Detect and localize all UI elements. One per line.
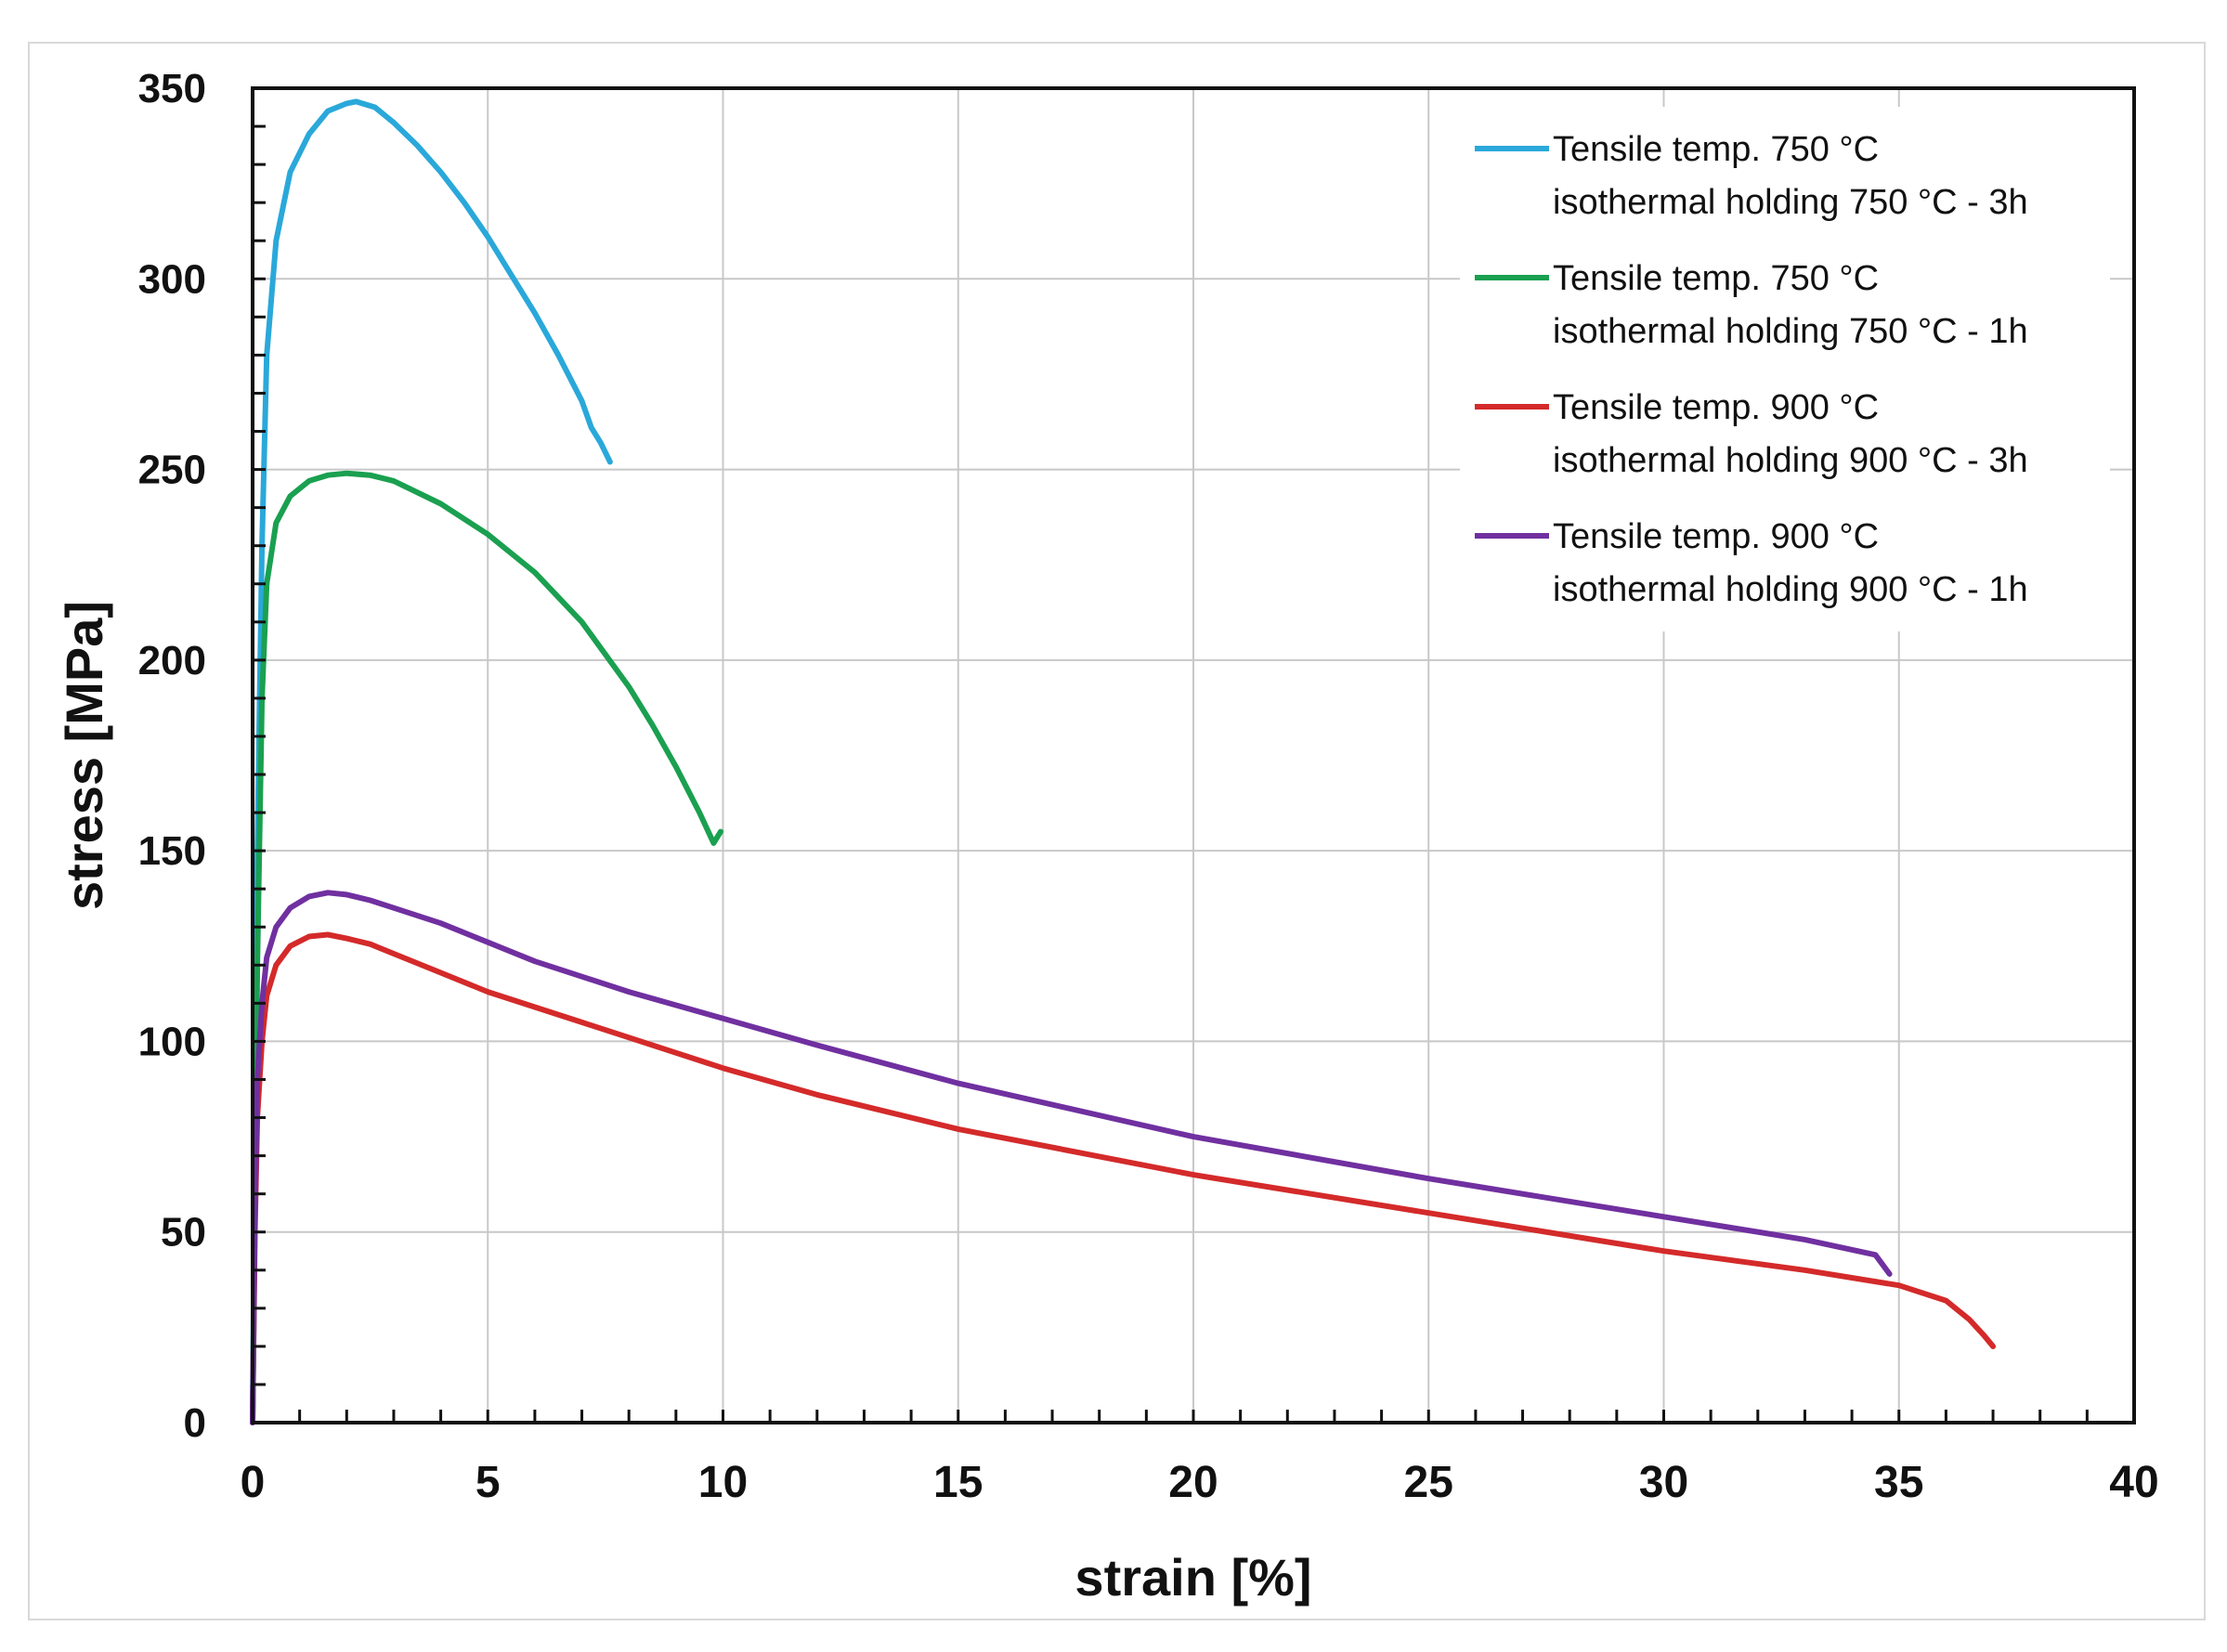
x-tick-label: 10 bbox=[698, 1458, 748, 1507]
legend-label-line2: isothermal holding 750 °C - 1h bbox=[1553, 312, 2028, 351]
legend-label-line2: isothermal holding 900 °C - 1h bbox=[1553, 570, 2028, 609]
y-axis-title: stress [MPa] bbox=[55, 601, 113, 910]
y-tick-label: 50 bbox=[161, 1210, 206, 1255]
legend-label-line1: Tensile temp. 750 °C bbox=[1553, 259, 1879, 298]
y-tick-label: 200 bbox=[138, 638, 206, 683]
y-tick-label: 350 bbox=[138, 66, 206, 111]
minor-ticks bbox=[251, 86, 2136, 1424]
y-tick-label: 0 bbox=[184, 1400, 206, 1446]
y-tick-labels: 0 50 100 150 200 250 300 350 bbox=[138, 66, 206, 1446]
legend-label-line2: isothermal holding 750 °C - 3h bbox=[1553, 183, 2028, 222]
x-tick-label: 5 bbox=[475, 1458, 501, 1507]
series-line-4 bbox=[250, 890, 1893, 1425]
x-tick-labels: 0 5 10 15 20 25 30 35 40 bbox=[241, 1458, 2159, 1507]
series-lines bbox=[250, 98, 1997, 1425]
series-line-2 bbox=[250, 470, 723, 1425]
legend-label-line1: Tensile temp. 750 °C bbox=[1553, 130, 1879, 169]
legend-label-line2: isothermal holding 900 °C - 3h bbox=[1553, 441, 2028, 480]
legend-background bbox=[1460, 107, 2110, 631]
x-axis-title: strain [%] bbox=[1074, 1548, 1311, 1606]
legend: Tensile temp. 750 °C isothermal holding 7… bbox=[1460, 107, 2110, 631]
y-tick-label: 150 bbox=[138, 828, 206, 874]
x-tick-label: 35 bbox=[1874, 1458, 1923, 1507]
series-line-3 bbox=[250, 931, 1997, 1425]
chart-frame bbox=[28, 42, 2206, 1620]
x-tick-label: 30 bbox=[1639, 1458, 1688, 1507]
x-tick-label: 15 bbox=[933, 1458, 983, 1507]
x-tick-label: 0 bbox=[241, 1458, 266, 1507]
y-tick-label: 250 bbox=[138, 448, 206, 493]
x-tick-label: 25 bbox=[1404, 1458, 1453, 1507]
y-tick-label: 300 bbox=[138, 256, 206, 302]
legend-label-line1: Tensile temp. 900 °C bbox=[1553, 388, 1879, 427]
y-tick-label: 100 bbox=[138, 1019, 206, 1064]
x-tick-label: 40 bbox=[2109, 1458, 2158, 1507]
series-line-1 bbox=[250, 98, 613, 1425]
legend-label-line1: Tensile temp. 900 °C bbox=[1553, 517, 1879, 556]
x-tick-label: 20 bbox=[1168, 1458, 1218, 1507]
